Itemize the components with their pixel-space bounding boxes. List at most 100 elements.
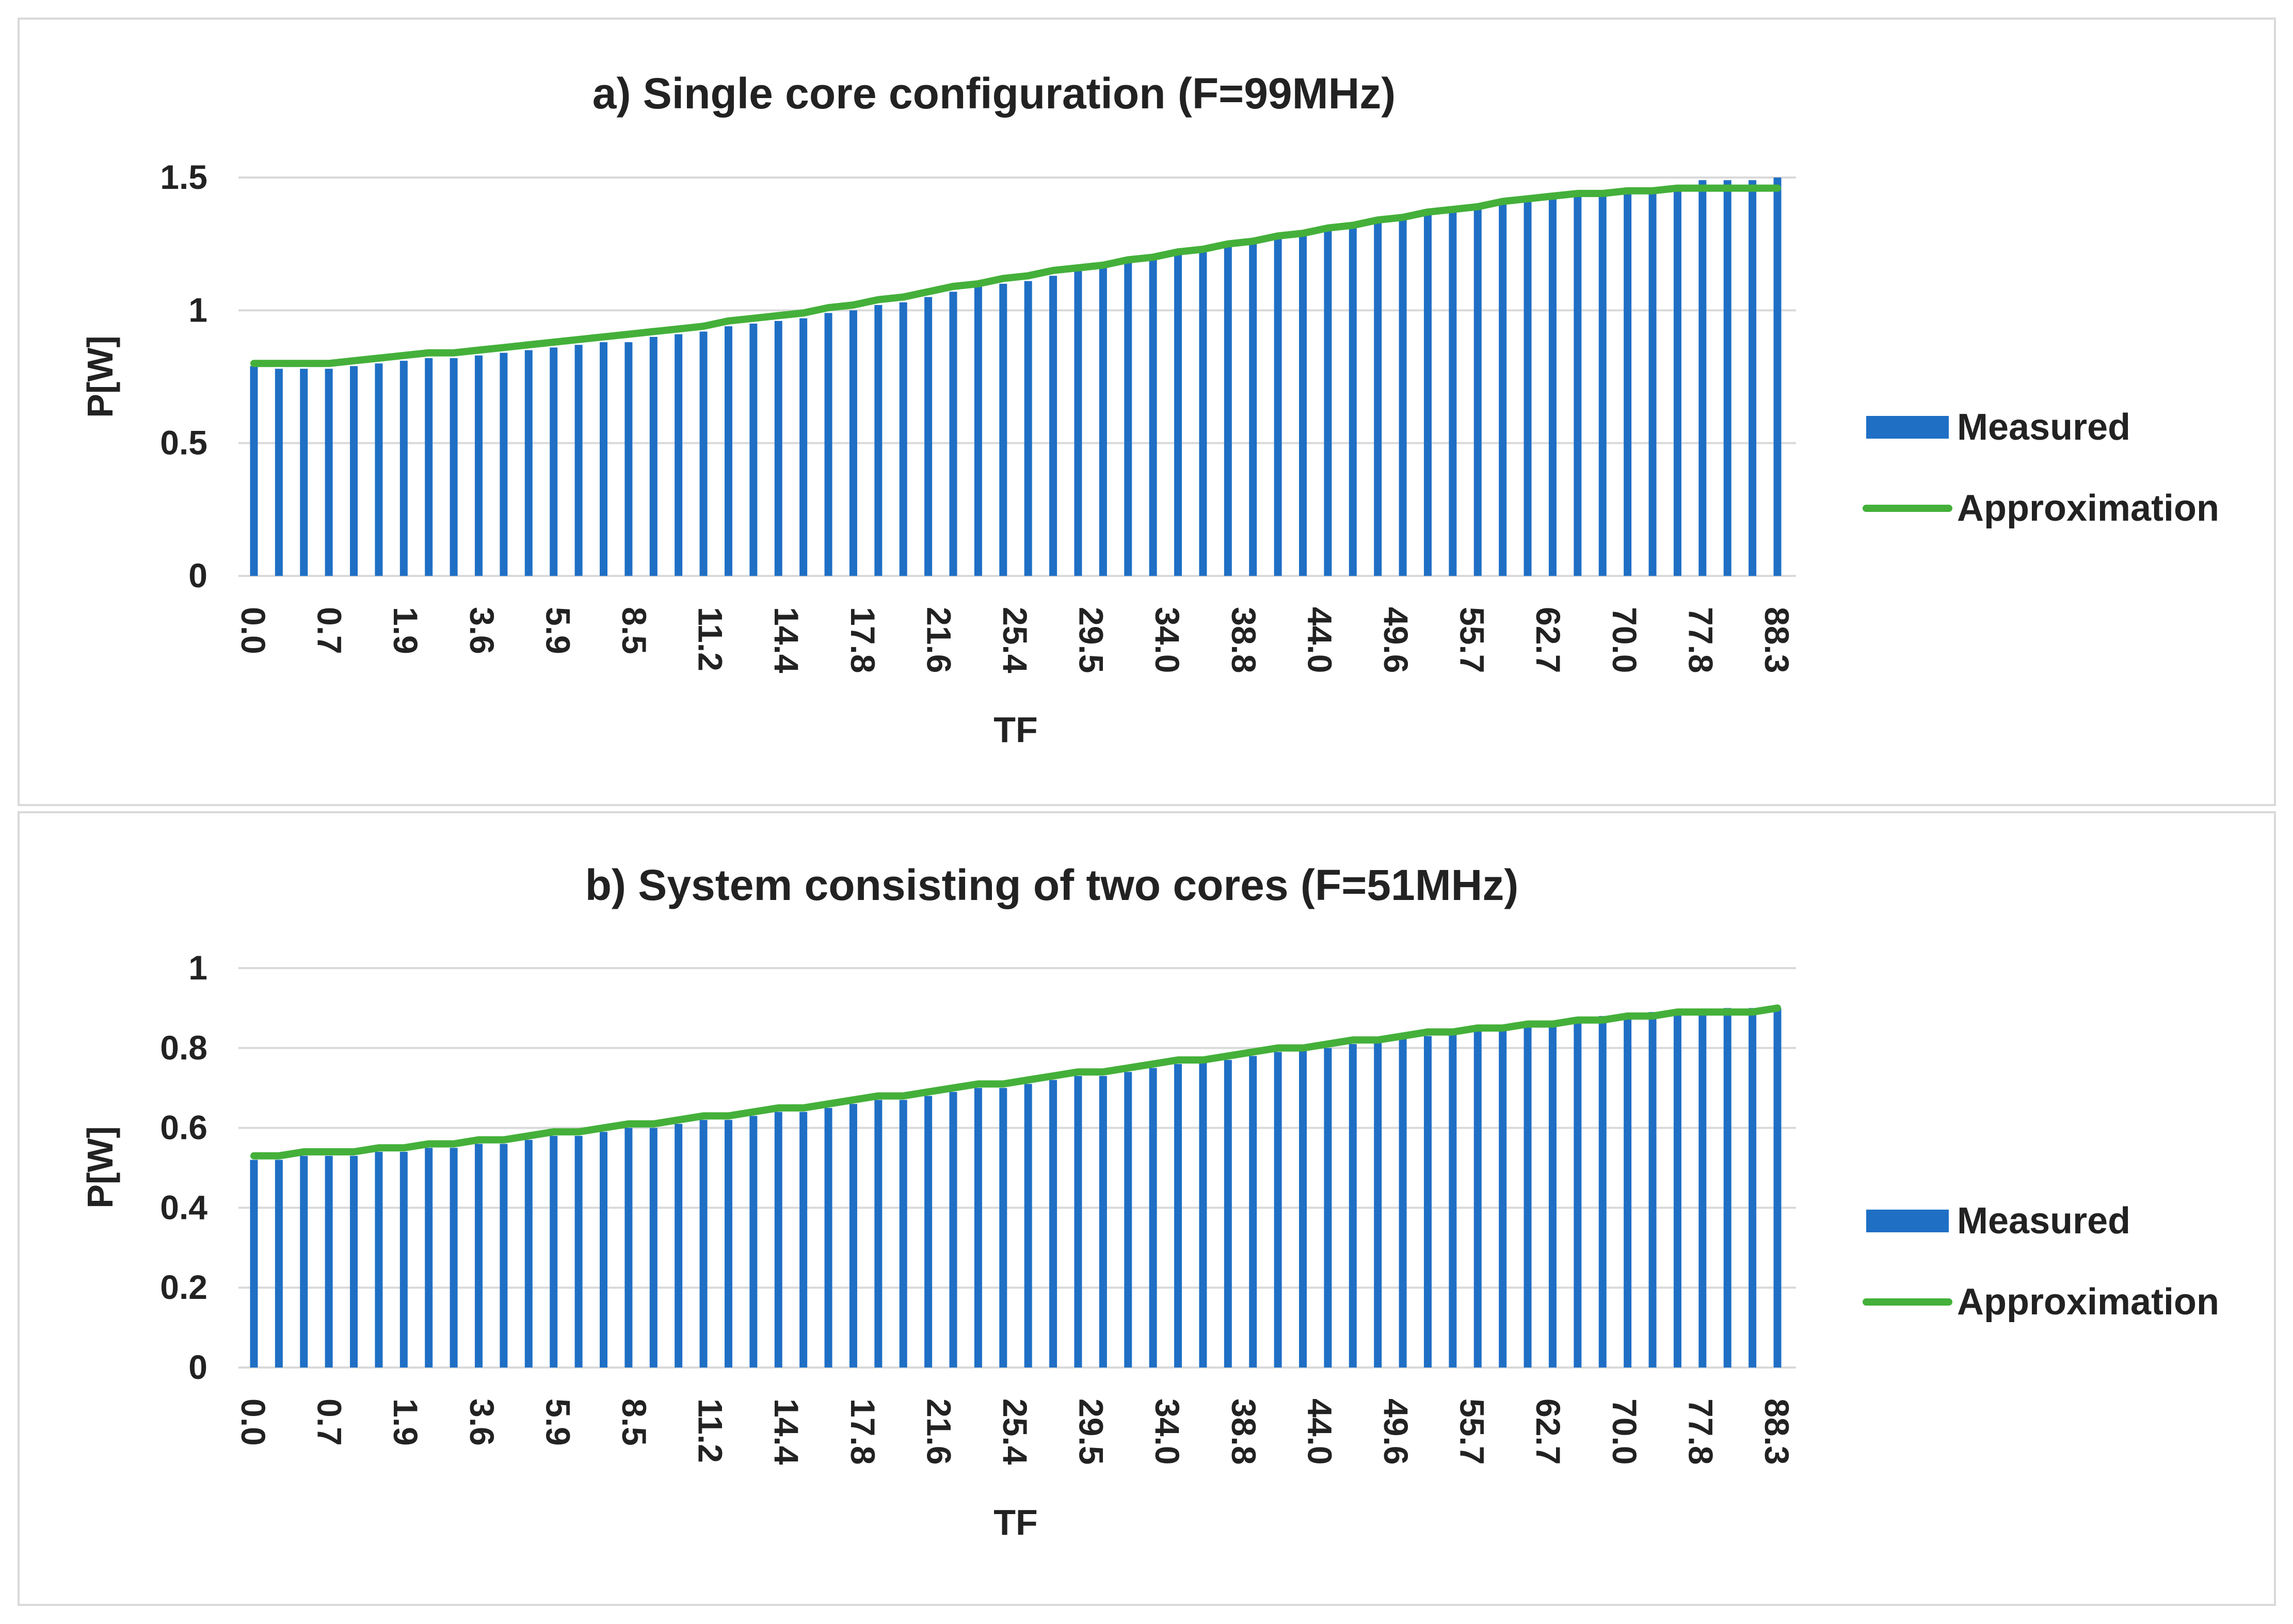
chart-b-bar-measured: [1449, 1032, 1457, 1368]
chart-a-bar-measured: [774, 320, 782, 576]
chart-b-bar-measured: [300, 1155, 308, 1368]
chart-a-bar-measured: [1274, 238, 1282, 576]
chart-b-bar-measured: [1224, 1060, 1232, 1368]
chart-a-bar-measured: [1049, 276, 1057, 576]
chart-a-x-tick-label: 34.0: [1148, 607, 1186, 673]
chart-b-bar-measured: [1673, 1012, 1681, 1368]
chart-a-bar-measured: [1673, 185, 1681, 576]
chart-a-bar-measured: [1349, 225, 1357, 576]
chart-a-x-tick-label: 0.0: [234, 607, 272, 654]
chart-b-legend-measured-label: Measured: [1957, 1200, 2130, 1242]
chart-b-bar-measured: [1074, 1075, 1082, 1368]
chart-b-x-tick-label: 17.8: [844, 1398, 882, 1465]
chart-b-x-tick-label: 1.9: [387, 1398, 425, 1446]
chart-b-y-tick-label: 0.4: [160, 1188, 207, 1226]
chart-b-svg: b) System consisting of two cores (F=51M…: [80, 861, 2219, 1542]
chart-a-bar-measured: [974, 286, 982, 576]
chart-a-bar-measured: [949, 292, 957, 576]
chart-b-x-tick-label: 11.2: [692, 1398, 730, 1463]
chart-b-x-tick-label: 21.6: [920, 1398, 958, 1465]
chart-a-bar-measured: [1299, 233, 1307, 576]
chart-a-x-tick-label: 1.9: [387, 607, 425, 654]
chart-a-bar-measured: [1723, 180, 1731, 576]
chart-a-bar-measured: [1548, 196, 1557, 576]
chart-a-bar-measured: [1749, 180, 1757, 576]
chart-a-bar-measured: [699, 331, 708, 576]
chart-b-bar-measured: [649, 1128, 658, 1368]
chart-a-bar-measured: [500, 352, 508, 576]
chart-a-bar-measured: [1499, 201, 1507, 576]
chart-a-bar-measured: [649, 336, 658, 576]
chart-b-bar-measured: [1423, 1036, 1432, 1368]
chart-a-bar-measured: [574, 345, 583, 576]
chart-b-bar-measured: [899, 1100, 907, 1368]
chart-a-x-tick-label: 55.7: [1453, 607, 1492, 673]
chart-b-y-tick-label: 0.2: [160, 1268, 207, 1306]
chart-b-bar-measured: [1574, 1020, 1582, 1368]
chart-b-bar-measured: [724, 1120, 732, 1368]
chart-b-x-tick-label: 62.7: [1529, 1398, 1567, 1465]
chart-a-x-axis-title: TF: [993, 710, 1038, 750]
chart-a-x-tick-label: 62.7: [1529, 607, 1567, 673]
chart-a-bar-measured: [250, 366, 258, 576]
chart-b-bar-measured: [500, 1144, 508, 1368]
chart-a-line-approximation: [250, 184, 1781, 367]
chart-a-x-tick-label: 8.5: [615, 607, 653, 654]
chart-b-bar-measured: [699, 1120, 708, 1368]
chart-b-line-approximation: [250, 1004, 1781, 1160]
chart-a-bar-measured: [1648, 188, 1657, 576]
chart-b-bar-measured: [1524, 1024, 1532, 1368]
chart-b-bar-measured: [375, 1152, 383, 1368]
chart-a-x-tick-label: 77.8: [1681, 607, 1720, 673]
chart-b-bar-measured: [1199, 1060, 1207, 1368]
chart-b-bar-measured: [1698, 1012, 1707, 1368]
chart-b-x-tick-label: 0.7: [311, 1398, 349, 1446]
chart-a-svg: a) Single core configuration (F=99MHz)00…: [80, 69, 2219, 750]
chart-b-bar-measured: [1324, 1048, 1332, 1368]
chart-a-bar-measured: [1698, 180, 1707, 576]
chart-b-bar-measured: [999, 1088, 1007, 1368]
chart-a-bar-measured: [1224, 246, 1232, 576]
chart-a-bar-measured: [624, 342, 633, 576]
chart-a-bar-measured: [1473, 204, 1482, 576]
chart-b-x-tick-label: 25.4: [996, 1398, 1034, 1465]
chart-b-bar-measured: [1399, 1036, 1407, 1368]
chart-a-x-tick-label: 44.0: [1301, 607, 1339, 673]
chart-b-bar-measured: [874, 1100, 883, 1368]
chart-a-bar-measured: [1024, 281, 1032, 576]
chart-b-bar-measured: [1349, 1044, 1357, 1368]
chart-b-x-tick-label: 34.0: [1148, 1398, 1186, 1465]
chart-b-bar-measured: [1499, 1028, 1507, 1368]
chart-a-bar-measured: [924, 297, 933, 576]
chart-b-bar-measured: [524, 1139, 533, 1368]
chart-a-bar-measured: [1374, 220, 1382, 576]
chart-b-bar-measured: [1773, 1008, 1782, 1368]
chart-b-bar-measured: [275, 1160, 283, 1368]
chart-a-bar-measured: [425, 358, 433, 576]
chart-a-x-tick-label: 25.4: [996, 607, 1034, 673]
chart-b-bar-measured: [1548, 1024, 1557, 1368]
chart-b-bar-measured: [1249, 1056, 1257, 1368]
chart-a-bar-measured: [399, 361, 408, 576]
chart-b-bar-measured: [250, 1160, 258, 1368]
chart-b-bar-measured: [1299, 1048, 1307, 1368]
chart-b-bar-measured: [1598, 1016, 1607, 1368]
chart-b-bar-measured: [574, 1136, 583, 1368]
chart-b-bar-measured: [1648, 1012, 1657, 1368]
chart-a-x-tick-label: 0.7: [311, 607, 349, 654]
chart-b-x-tick-label: 88.3: [1758, 1398, 1796, 1465]
chart-a-bar-measured: [325, 368, 333, 576]
chart-a-bar-measured: [1773, 178, 1782, 576]
chart-a-x-tick-label: 49.6: [1377, 607, 1415, 673]
chart-a-x-tick-label: 21.6: [920, 607, 958, 673]
chart-a-bar-measured: [899, 302, 907, 576]
chart-a-x-tick-label: 29.5: [1072, 607, 1111, 673]
chart-b-bar-measured: [600, 1132, 608, 1368]
chart-b-bar-measured: [350, 1155, 358, 1368]
chart-a-bar-measured: [1524, 199, 1532, 576]
chart-a-y-axis-title: P[W]: [80, 335, 120, 417]
chart-b-x-tick-label: 29.5: [1072, 1398, 1111, 1465]
chart-b-bar-measured: [624, 1128, 633, 1368]
chart-b-bar-measured: [399, 1152, 408, 1368]
chart-a-bar-measured: [600, 342, 608, 576]
